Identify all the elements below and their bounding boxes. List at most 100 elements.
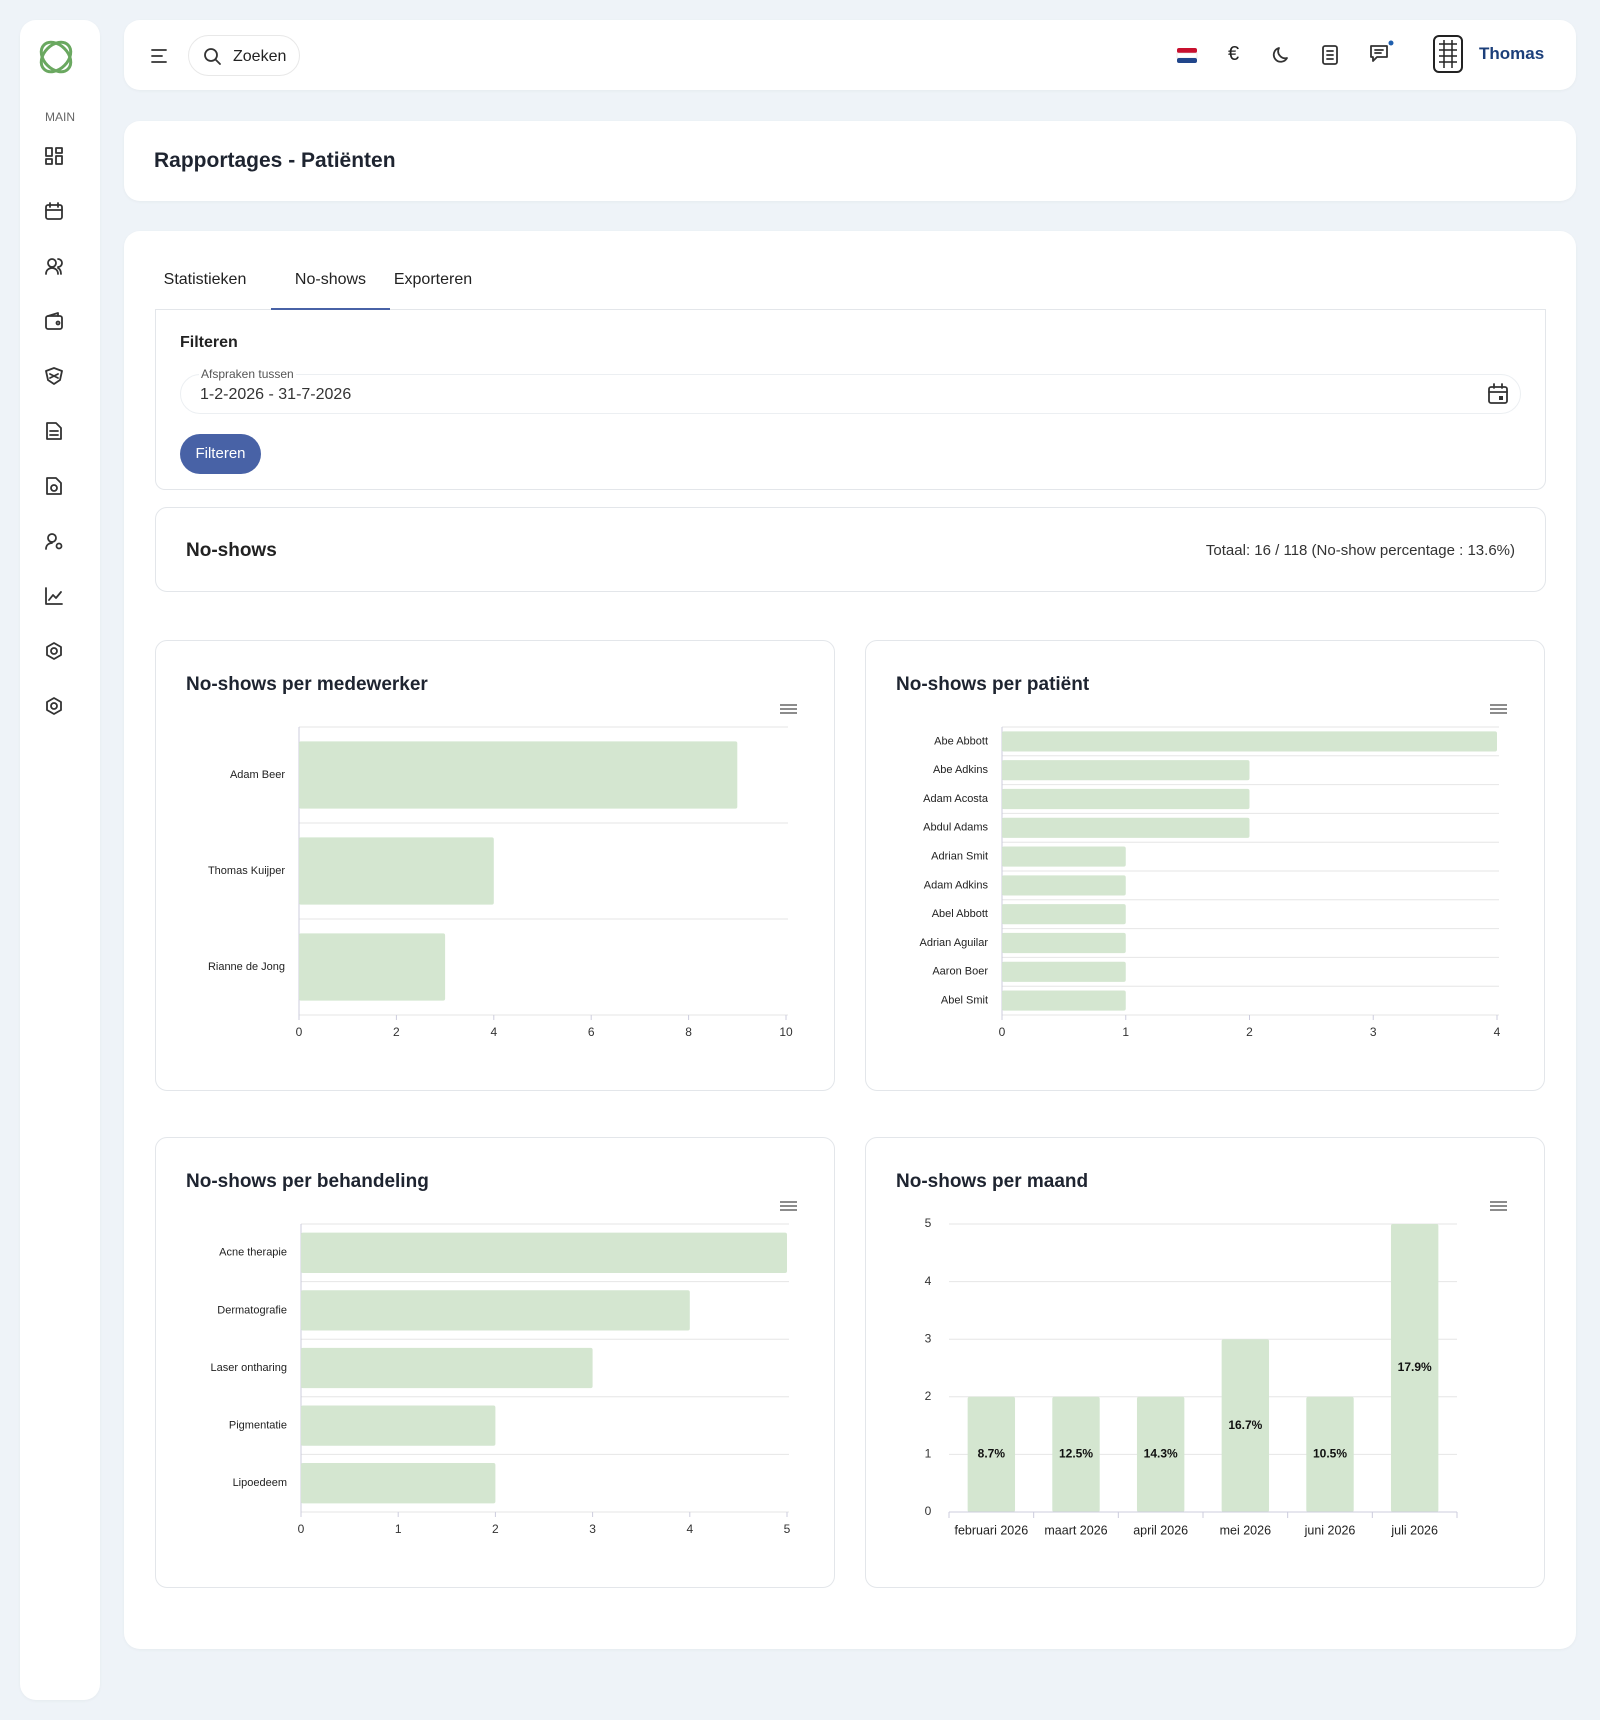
chart-card: No-shows per patiënt 0 1 2 3 4 Abe Abbott Abe A… — [865, 640, 1545, 1091]
chart: No-shows per maand 0 1 2 3 4 5 8.7% februari 202… — [896, 1171, 1507, 1537]
x-tick-label: februari 2026 — [954, 1523, 1028, 1537]
bar — [299, 741, 738, 809]
x-tick-label: mei 2026 — [1220, 1523, 1271, 1537]
category-label: Adam Acosta — [923, 793, 989, 805]
x-tick-label: 4 — [490, 1025, 497, 1039]
y-tick-label: 2 — [925, 1389, 932, 1403]
user-name[interactable]: Thomas — [1479, 44, 1545, 63]
tab[interactable]: Statistieken — [163, 271, 247, 288]
nav-settings[interactable] — [46, 642, 62, 660]
currency-button[interactable]: € — [1228, 43, 1240, 65]
x-tick-label: 8 — [685, 1025, 692, 1039]
bar — [967, 1396, 1016, 1512]
x-tick-label: 4 — [1494, 1025, 1501, 1039]
x-tick-label: 1 — [395, 1522, 402, 1536]
language-flag[interactable] — [1176, 45, 1198, 65]
summary-title: No-shows — [186, 540, 277, 561]
search-placeholder: Zoeken — [233, 48, 287, 65]
category-label: Lipoedeem — [233, 1477, 287, 1489]
filter-title: Filteren — [180, 334, 238, 351]
chart-card: No-shows per maand 0 1 2 3 4 5 8.7% februari 202… — [865, 1137, 1545, 1588]
x-tick-label: 4 — [686, 1522, 693, 1536]
bar — [1002, 817, 1250, 838]
category-label: Acne therapie — [219, 1247, 287, 1259]
tab[interactable]: Exporteren — [393, 271, 473, 288]
theme-toggle[interactable] — [1272, 45, 1292, 65]
bar-label: 10.5% — [1313, 1447, 1347, 1461]
field-label: Afspraken tussen — [199, 367, 296, 381]
summary-card: No-shows Totaal: 16 / 118 (No-show perce… — [155, 507, 1546, 592]
nav-wallet[interactable] — [45, 312, 63, 330]
notes-button[interactable] — [1321, 45, 1341, 65]
x-tick-label: 10 — [779, 1025, 793, 1039]
bar — [301, 1405, 496, 1446]
nav-reports[interactable] — [45, 587, 63, 605]
sidebar: MAIN — [20, 20, 100, 1700]
bar — [1002, 875, 1126, 896]
nav-user-settings[interactable] — [45, 533, 63, 550]
x-tick-label: april 2026 — [1133, 1523, 1188, 1537]
nav-invoice[interactable] — [46, 477, 62, 495]
search-box[interactable]: Zoeken — [188, 35, 300, 76]
menu-toggle[interactable] — [150, 46, 170, 66]
chart-title: No-shows per behandeling — [186, 1171, 429, 1192]
nav-patients[interactable] — [45, 258, 63, 275]
category-label: Adrian Smit — [931, 851, 988, 863]
category-label: Pigmentatie — [229, 1420, 287, 1432]
nav-calendar[interactable] — [45, 202, 63, 220]
nav-document[interactable] — [46, 422, 62, 440]
tab-bar: Statistieken No-shows Exporteren — [155, 261, 1546, 310]
x-tick-label: 3 — [1370, 1025, 1377, 1039]
sidebar-icons: MAIN — [39, 40, 75, 715]
calendar-icon[interactable] — [1487, 383, 1509, 405]
messages-button[interactable] — [1368, 39, 1396, 67]
chart-menu[interactable] — [1490, 704, 1507, 714]
bar — [1002, 961, 1126, 982]
bar — [301, 1347, 593, 1389]
chart-title: No-shows per patiënt — [896, 674, 1090, 695]
x-tick-label: 0 — [296, 1025, 303, 1039]
x-tick-label: juni 2026 — [1304, 1523, 1356, 1537]
category-label: Dermatografie — [217, 1304, 287, 1316]
tab[interactable]: No-shows — [271, 261, 390, 310]
chart-card: No-shows per behandeling 0 1 2 3 4 5 Acne thera… — [155, 1137, 835, 1588]
bar — [1306, 1396, 1354, 1512]
chart-card: No-shows per medewerker 0 2 4 6 8 10 Adam Beer T… — [155, 640, 835, 1091]
x-tick-label: 0 — [298, 1522, 305, 1536]
category-label: Abdul Adams — [923, 822, 988, 834]
bar-label: 8.7% — [978, 1447, 1006, 1461]
chart-menu[interactable] — [1490, 1201, 1507, 1211]
main-card: Statistieken No-shows Exporteren Filteren … — [124, 231, 1576, 1649]
bar — [1390, 1224, 1439, 1512]
date-range-input[interactable]: Afspraken tussen 1-2-2026 - 31-7-2026 — [180, 367, 1521, 414]
chart-menu[interactable] — [780, 1201, 797, 1211]
bar — [1221, 1339, 1270, 1512]
bar — [1002, 788, 1250, 810]
y-tick-label: 0 — [925, 1504, 932, 1518]
chart: No-shows per medewerker 0 2 4 6 8 10 Adam Beer T… — [186, 674, 797, 1039]
category-label: Adam Beer — [230, 769, 285, 781]
section-label: MAIN — [45, 110, 75, 124]
filter-button[interactable]: Filteren — [180, 434, 261, 474]
category-label: Abel Smit — [941, 995, 988, 1007]
x-tick-label: 6 — [588, 1025, 595, 1039]
bar — [1002, 904, 1126, 925]
nav-shield[interactable] — [45, 367, 63, 385]
avatar[interactable] — [1428, 34, 1468, 76]
chart-menu[interactable] — [780, 704, 797, 714]
chart-title: No-shows per maand — [896, 1171, 1088, 1192]
bar — [1002, 846, 1126, 867]
bar — [301, 1232, 787, 1273]
category-label: Adam Adkins — [924, 879, 989, 891]
nav-settings-2[interactable] — [46, 697, 62, 715]
bar — [301, 1290, 690, 1331]
category-label: Adrian Aguilar — [920, 937, 989, 949]
nav-dashboard[interactable] — [45, 147, 63, 165]
bar — [301, 1463, 496, 1504]
page-title: Rapportages - Patiënten — [154, 149, 396, 172]
category-label: Rianne de Jong — [208, 961, 285, 973]
bar — [1052, 1396, 1100, 1512]
category-label: Abe Adkins — [933, 764, 989, 776]
x-tick-label: maart 2026 — [1044, 1523, 1107, 1537]
